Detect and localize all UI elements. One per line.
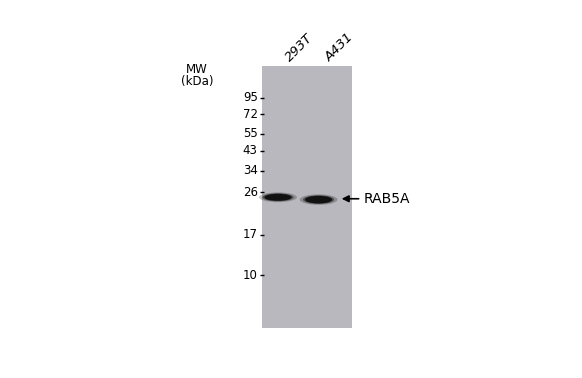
Text: 17: 17 xyxy=(243,228,258,241)
Text: 95: 95 xyxy=(243,91,258,104)
Text: 10: 10 xyxy=(243,269,258,282)
Text: RAB5A: RAB5A xyxy=(364,192,410,206)
Ellipse shape xyxy=(303,195,334,204)
Text: 293T: 293T xyxy=(282,32,315,64)
Text: 26: 26 xyxy=(243,186,258,199)
Text: (kDa): (kDa) xyxy=(180,74,213,88)
Text: 72: 72 xyxy=(243,108,258,121)
Text: 34: 34 xyxy=(243,164,258,177)
Ellipse shape xyxy=(262,193,293,201)
Ellipse shape xyxy=(264,194,292,201)
Text: MW: MW xyxy=(186,63,208,76)
Text: 43: 43 xyxy=(243,144,258,157)
Ellipse shape xyxy=(300,194,338,205)
Text: A431: A431 xyxy=(323,31,357,64)
Text: 55: 55 xyxy=(243,127,258,140)
Bar xyxy=(262,66,353,328)
Ellipse shape xyxy=(259,192,297,202)
Ellipse shape xyxy=(305,196,332,203)
